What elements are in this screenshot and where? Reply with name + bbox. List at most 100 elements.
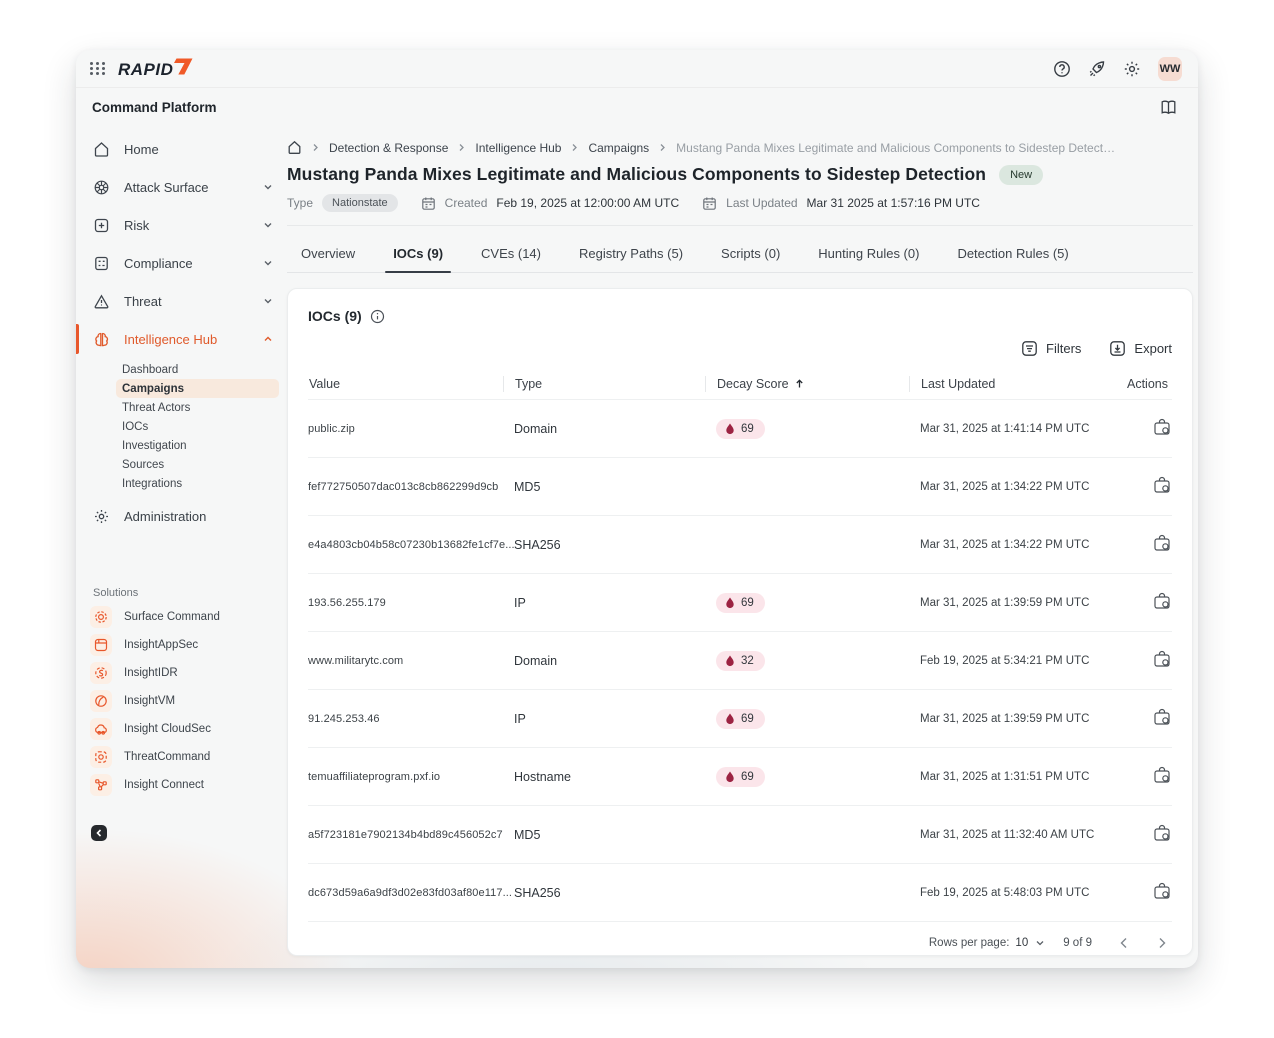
solution-label: Insight CloudSec [124, 723, 211, 735]
tab-iocs[interactable]: IOCs (9) [385, 238, 451, 273]
tab-registry-paths[interactable]: Registry Paths (5) [579, 246, 684, 261]
subnav-item-sources[interactable]: Sources [122, 458, 165, 471]
previous-page-icon[interactable] [1118, 937, 1130, 949]
breadcrumb-link[interactable]: Campaigns [588, 140, 650, 155]
subnav-item-iocs[interactable]: IOCs [122, 420, 149, 433]
sidebar-item-compliance[interactable]: Compliance [76, 244, 287, 282]
ioc-last-updated: Feb 19, 2025 at 5:48:03 PM UTC [920, 886, 1090, 899]
investigate-action-icon[interactable] [1152, 881, 1172, 901]
compliance-icon [93, 255, 110, 272]
subnav-item-investigation[interactable]: Investigation [122, 439, 187, 452]
tab-cves[interactable]: CVEs (14) [481, 246, 541, 261]
solution-surface-command[interactable]: Surface Command [76, 603, 287, 631]
ioc-last-updated: Mar 31, 2025 at 1:34:22 PM UTC [920, 480, 1090, 493]
solution-label: ThreatCommand [124, 751, 211, 763]
subnav-item-threat-actors[interactable]: Threat Actors [122, 401, 191, 414]
quick-actions-icon[interactable] [1088, 60, 1106, 78]
subnav-item-integrations[interactable]: Integrations [122, 477, 183, 490]
table-row: 193.56.255.179 IP 69 Mar 31, 2025 at 1:3… [308, 573, 1172, 631]
tab-overview[interactable]: Overview [301, 246, 356, 261]
table-row: a5f723181e7902134b4bd89c456052c7 MD5 Mar… [308, 805, 1172, 863]
ioc-value: www.militarytc.com [308, 654, 404, 667]
chevron-down-icon [263, 220, 273, 230]
attack-surface-icon [93, 179, 110, 196]
page-title: Mustang Panda Mixes Legitimate and Malic… [287, 164, 987, 184]
ioc-last-updated: Mar 31, 2025 at 1:31:51 PM UTC [920, 770, 1090, 783]
investigate-action-icon[interactable] [1152, 533, 1172, 553]
column-header-last-updated[interactable]: Last Updated [909, 376, 1126, 392]
info-icon[interactable] [370, 309, 385, 324]
rows-per-page-select[interactable]: 10 [1015, 937, 1045, 949]
column-header-type[interactable]: Type [503, 376, 716, 392]
settings-gear-icon[interactable] [1123, 60, 1141, 78]
iocs-card: IOCs (9) Filters Export [287, 288, 1193, 956]
table-pagination: Rows per page: 10 9 of 9 [308, 921, 1172, 963]
sidebar-item-risk[interactable]: Risk [76, 206, 287, 244]
sidebar-item-label: Home [124, 141, 159, 157]
sidebar-item-intelligence-hub[interactable]: Intelligence Hub [76, 320, 287, 358]
tab-bar: Overview IOCs (9) CVEs (14) Registry Pat… [287, 238, 1193, 273]
breadcrumb-link[interactable]: Detection & Response [329, 140, 449, 155]
breadcrumb-link[interactable]: Intelligence Hub [475, 140, 562, 155]
sidebar-item-administration[interactable]: Administration [76, 497, 287, 535]
table-row: 91.245.253.46 IP 69 Mar 31, 2025 at 1:39… [308, 689, 1172, 747]
insightidr-icon [90, 662, 112, 684]
breadcrumb-home-icon[interactable] [287, 140, 302, 155]
user-avatar[interactable]: WW [1158, 56, 1182, 81]
investigate-action-icon[interactable] [1152, 475, 1172, 495]
threatcommand-icon [90, 746, 112, 768]
column-header-value[interactable]: Value [309, 377, 341, 391]
help-icon[interactable] [1053, 60, 1071, 78]
ioc-last-updated: Mar 31, 2025 at 1:39:59 PM UTC [920, 712, 1090, 725]
rapid7-logo[interactable]: RAPID [118, 58, 193, 80]
solution-insight-cloudsec[interactable]: Insight CloudSec [76, 715, 287, 743]
documentation-book-icon[interactable] [1159, 98, 1178, 117]
decay-droplet-icon [726, 422, 734, 434]
tab-scripts[interactable]: Scripts (0) [721, 246, 781, 261]
chevron-down-icon [263, 182, 273, 192]
next-page-icon[interactable] [1156, 937, 1168, 949]
last-updated-value: Mar 31 2025 at 1:57:16 PM UTC [806, 196, 980, 210]
tab-hunting-rules[interactable]: Hunting Rules (0) [818, 246, 920, 261]
administration-gear-icon [93, 508, 110, 525]
insight-connect-icon [90, 774, 112, 796]
ioc-value: dc673d59a6a9df3d02e83fd03af80e117... [308, 886, 513, 899]
investigate-action-icon[interactable] [1152, 823, 1172, 843]
subnav-item-dashboard[interactable]: Dashboard [122, 363, 179, 376]
solution-insightappsec[interactable]: InsightAppSec [76, 631, 287, 659]
decay-score-badge: 69 [716, 766, 765, 787]
solution-label: InsightVM [124, 695, 176, 707]
solution-insightvm[interactable]: InsightVM [76, 687, 287, 715]
investigate-action-icon[interactable] [1152, 707, 1172, 727]
calendar-icon [702, 196, 717, 211]
app-switcher-icon[interactable] [90, 62, 106, 75]
export-button[interactable]: Export [1109, 340, 1172, 357]
filters-button[interactable]: Filters [1021, 340, 1081, 357]
intelligence-hub-brain-icon [93, 331, 110, 348]
sidebar-item-label: Intelligence Hub [124, 331, 218, 347]
decay-score-badge: 69 [716, 418, 765, 439]
sidebar-item-attack-surface[interactable]: Attack Surface [76, 168, 287, 206]
last-updated-label: Last Updated [726, 196, 798, 210]
column-header-actions: Actions [1127, 377, 1168, 391]
investigate-action-icon[interactable] [1152, 417, 1172, 437]
table-row: public.zip Domain 69 Mar 31, 2025 at 1:4… [308, 399, 1172, 457]
sidebar-collapse-button[interactable] [91, 825, 107, 841]
sidebar-item-threat[interactable]: Threat [76, 282, 287, 320]
intelligence-hub-subnav: Dashboard Campaigns Threat Actors IOCs I… [76, 358, 287, 497]
chevron-down-icon [1036, 940, 1044, 945]
tab-detection-rules[interactable]: Detection Rules (5) [957, 246, 1069, 261]
subnav-item-campaigns[interactable]: Campaigns [116, 379, 279, 398]
investigate-action-icon[interactable] [1152, 765, 1172, 785]
ioc-value: a5f723181e7902134b4bd89c456052c7 [308, 828, 503, 841]
investigate-action-icon[interactable] [1152, 591, 1172, 611]
sidebar-item-label: Administration [124, 508, 207, 524]
column-header-decay-score[interactable]: Decay Score [705, 376, 920, 392]
solution-insightidr[interactable]: InsightIDR [76, 659, 287, 687]
filters-icon [1022, 340, 1037, 356]
sidebar-item-home[interactable]: Home [76, 130, 287, 168]
solution-insight-connect[interactable]: Insight Connect [76, 771, 287, 799]
investigate-action-icon[interactable] [1152, 649, 1172, 669]
solution-threatcommand[interactable]: ThreatCommand [76, 743, 287, 771]
table-row: dc673d59a6a9df3d02e83fd03af80e117... SHA… [308, 863, 1172, 921]
